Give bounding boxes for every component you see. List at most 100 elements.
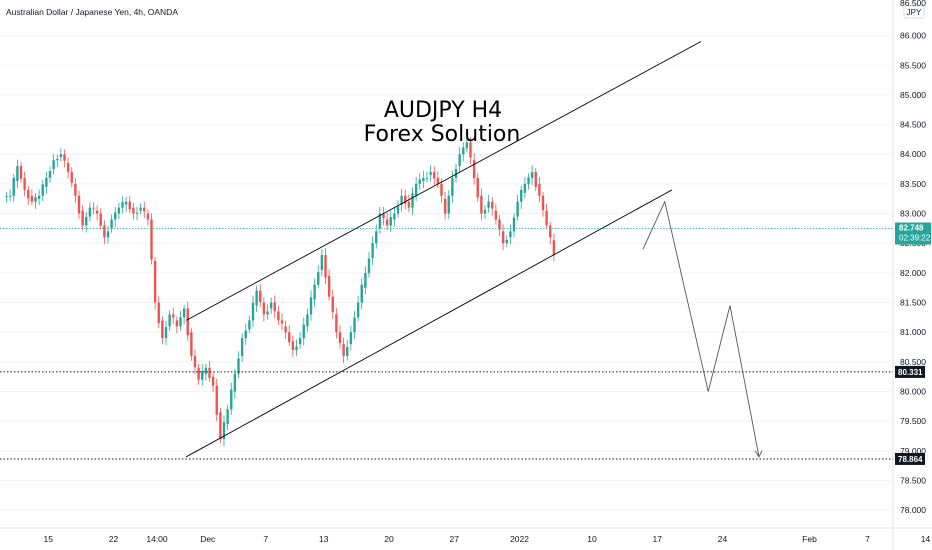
candle-body bbox=[95, 210, 99, 214]
candle-body bbox=[509, 231, 512, 238]
candle-body bbox=[66, 163, 70, 173]
candle-body bbox=[197, 367, 200, 380]
candle-body bbox=[487, 201, 490, 208]
candle-body bbox=[309, 297, 313, 315]
time-tick-label: 22 bbox=[109, 534, 119, 544]
candle-body bbox=[462, 147, 465, 155]
channel-lower-line[interactable] bbox=[186, 189, 673, 458]
candle-body bbox=[367, 258, 371, 273]
price-tick-label: 78.000 bbox=[900, 505, 926, 515]
candle-body bbox=[16, 166, 19, 181]
price-tick-label: 84.500 bbox=[900, 120, 926, 130]
candle-body bbox=[429, 172, 432, 176]
candle-body bbox=[433, 172, 436, 179]
candle-body bbox=[346, 346, 349, 356]
candle-body bbox=[512, 217, 516, 232]
candle-body bbox=[411, 193, 414, 208]
candle-body bbox=[266, 311, 269, 315]
price-tick-label: 86.000 bbox=[900, 31, 926, 41]
candle-body bbox=[324, 255, 327, 278]
time-tick-label: 7 bbox=[865, 534, 870, 544]
candle-body bbox=[117, 207, 121, 214]
current-price-badge bbox=[895, 222, 931, 245]
candle-body bbox=[549, 225, 552, 238]
candle-body bbox=[240, 338, 244, 356]
time-tick-label: 7 bbox=[263, 534, 268, 544]
candle-body bbox=[400, 195, 403, 205]
candle-body bbox=[516, 201, 519, 217]
candle-body bbox=[480, 195, 483, 214]
candle-body bbox=[85, 216, 88, 226]
price-tick-label: 80.500 bbox=[900, 357, 926, 367]
candle-body bbox=[436, 177, 440, 184]
candle-body bbox=[114, 212, 117, 220]
candle-body bbox=[280, 320, 284, 324]
candle-body bbox=[92, 207, 95, 209]
price-unit: JPY bbox=[907, 8, 922, 17]
candle-body bbox=[422, 177, 425, 181]
candle-body bbox=[77, 195, 81, 214]
candle-body bbox=[37, 195, 41, 199]
candle-body bbox=[356, 302, 360, 318]
price-tick-label: 81.500 bbox=[900, 298, 926, 308]
candle-body bbox=[255, 290, 258, 306]
price-tick-label: 78.500 bbox=[900, 476, 926, 486]
level-label-80331: 80.331 bbox=[898, 368, 923, 377]
time-tick-label: Feb bbox=[802, 534, 817, 544]
price-tick-label: 85.500 bbox=[900, 60, 926, 70]
candle-body bbox=[164, 327, 168, 339]
chart-title: AUDJPY H4 bbox=[384, 98, 502, 123]
candle-body bbox=[313, 284, 316, 300]
candle-body bbox=[306, 314, 309, 327]
candle-body bbox=[465, 142, 469, 149]
candle-body bbox=[440, 183, 443, 196]
channel-upper-line[interactable] bbox=[186, 41, 702, 321]
candle-body bbox=[295, 346, 298, 351]
candle-body bbox=[81, 210, 84, 226]
candle-body bbox=[469, 142, 472, 158]
candle-body bbox=[139, 207, 142, 211]
unit-box bbox=[903, 5, 925, 19]
candle-body bbox=[317, 272, 320, 285]
candle-body bbox=[172, 314, 175, 318]
candle-body bbox=[338, 332, 342, 344]
candle-body bbox=[443, 198, 447, 214]
candle-body bbox=[12, 178, 15, 196]
current-price-countdown: 02:39:22 bbox=[899, 234, 931, 243]
candle-body bbox=[230, 389, 233, 410]
candle-body bbox=[132, 207, 135, 214]
price-tick-label: 83.000 bbox=[900, 209, 926, 219]
projection-arrowhead bbox=[754, 450, 763, 458]
candle-body bbox=[418, 179, 421, 184]
candle-body bbox=[186, 308, 189, 336]
plot-area[interactable] bbox=[0, 0, 893, 528]
candle-body bbox=[541, 195, 545, 211]
price-top-label: 86.500 bbox=[900, 0, 926, 8]
candle-body bbox=[378, 213, 382, 229]
candle-body bbox=[190, 332, 193, 356]
symbol-label: Australian Dollar / Japanese Yen, 4h, OA… bbox=[6, 7, 178, 17]
price-tick-label: 79.000 bbox=[900, 446, 926, 456]
projection-path[interactable] bbox=[642, 200, 760, 457]
time-tick-label: 14:00 bbox=[146, 534, 168, 544]
candle-body bbox=[175, 320, 179, 327]
candle-body bbox=[262, 302, 266, 315]
candle-body bbox=[153, 261, 157, 303]
candle-body bbox=[237, 358, 240, 374]
candle-body bbox=[327, 275, 331, 297]
candle-body bbox=[451, 177, 454, 196]
time-tick-label: 15 bbox=[44, 534, 54, 544]
time-tick-label: 27 bbox=[450, 534, 460, 544]
candle-body bbox=[193, 355, 197, 368]
candle-body bbox=[545, 210, 548, 226]
candle-body bbox=[472, 160, 476, 178]
candle-body bbox=[19, 166, 23, 179]
candle-body bbox=[382, 213, 385, 219]
candle-body bbox=[121, 202, 124, 208]
candle-body bbox=[520, 189, 523, 202]
candle-body bbox=[70, 172, 73, 183]
time-tick-label: 10 bbox=[587, 534, 597, 544]
candle-body bbox=[208, 367, 211, 379]
price-ticks: 86.000 85.500 85.000 84.500 84.000 83.500 83.0… bbox=[0, 31, 926, 515]
